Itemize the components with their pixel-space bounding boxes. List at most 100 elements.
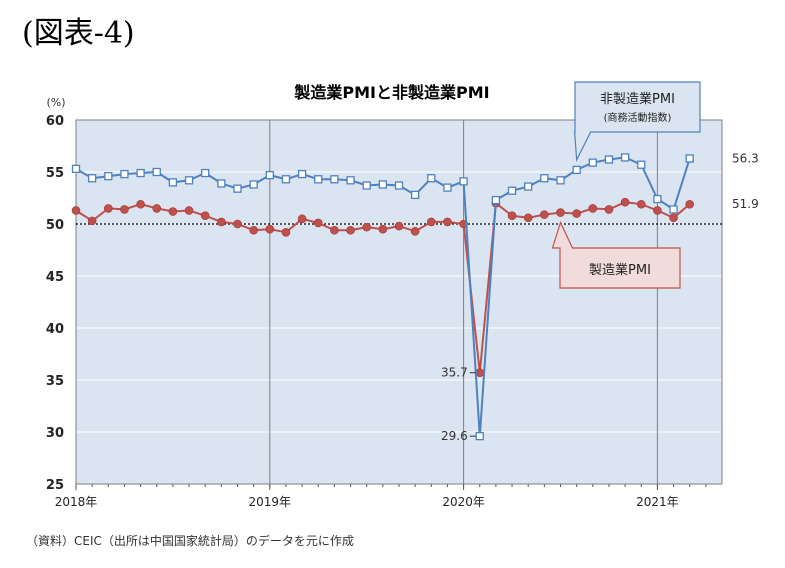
mfg-pmi-point bbox=[475, 368, 485, 378]
mfg-pmi-point bbox=[184, 206, 194, 215]
non-mfg-pmi-point bbox=[168, 178, 178, 187]
non-mfg-pmi-point bbox=[491, 195, 501, 205]
mfg-pmi-point bbox=[410, 226, 420, 236]
mfg-pmi-point bbox=[346, 225, 355, 235]
source-note: （資料）CEIC（出所は中国国家統計局）のデータを元に作成 bbox=[26, 534, 354, 548]
non-mfg-pmi-point bbox=[297, 169, 307, 179]
mfg-pmi-point bbox=[152, 204, 162, 213]
mfg-pmi-point bbox=[200, 211, 210, 220]
non-mfg-pmi-point bbox=[637, 160, 646, 169]
y-tick-label: 40 bbox=[46, 322, 64, 337]
non-mfg-pmi-point bbox=[540, 174, 549, 183]
non-mfg-pmi-point bbox=[475, 432, 484, 441]
non-mfg-pmi-point bbox=[136, 168, 145, 178]
callout-non-mfg bbox=[574, 81, 701, 163]
y-tick-label: 60 bbox=[46, 114, 64, 129]
mfg-pmi-point bbox=[523, 213, 533, 223]
non-mfg-pmi-point bbox=[669, 205, 678, 214]
y-tick-label: 45 bbox=[46, 270, 64, 285]
mfg-pmi-point bbox=[362, 222, 372, 232]
non-mfg-pmi-point bbox=[233, 184, 242, 193]
chart-title: 製造業PMIと非製造業PMI bbox=[293, 83, 489, 102]
mfg-pmi-point bbox=[71, 206, 81, 215]
non-mfg-pmi-point bbox=[620, 153, 630, 162]
mfg-pmi-point bbox=[669, 213, 678, 223]
non-mfg-pmi-point bbox=[217, 179, 226, 188]
non-mfg-pmi-point bbox=[443, 183, 452, 192]
mfg-pmi-point bbox=[588, 204, 598, 213]
non-mfg-pmi-point bbox=[685, 154, 694, 163]
data-label-mfg-min: 35.7 bbox=[441, 366, 468, 380]
non-mfg-pmi-point bbox=[572, 165, 581, 175]
data-label-mfg-last: 51.9 bbox=[732, 197, 759, 211]
mfg-pmi-point bbox=[604, 205, 614, 214]
legend-non-mfg-label: 非製造業PMI bbox=[600, 91, 675, 107]
mfg-pmi-point bbox=[233, 219, 242, 229]
non-mfg-pmi-point bbox=[427, 174, 436, 183]
data-label-non-mfg-min: 29.6 bbox=[441, 429, 468, 443]
non-mfg-pmi-point bbox=[314, 175, 323, 184]
mfg-pmi-point bbox=[507, 211, 517, 220]
mfg-pmi-point bbox=[394, 221, 404, 231]
mfg-pmi-point bbox=[556, 208, 565, 217]
callout-mfg bbox=[551, 220, 681, 289]
non-mfg-pmi-point bbox=[120, 169, 129, 179]
non-mfg-pmi-point bbox=[152, 167, 161, 177]
mfg-pmi-point bbox=[297, 214, 307, 224]
non-mfg-pmi-point bbox=[653, 194, 662, 204]
mfg-pmi-point bbox=[620, 197, 630, 207]
y-tick-label: 30 bbox=[46, 426, 64, 441]
y-axis-unit: (%) bbox=[46, 96, 65, 109]
y-tick-label: 50 bbox=[46, 218, 64, 233]
non-mfg-pmi-point bbox=[394, 181, 404, 190]
mfg-pmi-point bbox=[217, 217, 226, 227]
non-mfg-pmi-point bbox=[346, 176, 355, 185]
non-mfg-pmi-point bbox=[71, 164, 81, 174]
mfg-pmi-point bbox=[104, 204, 113, 213]
mfg-pmi-point bbox=[313, 218, 323, 228]
x-tick-label: 2020年 bbox=[442, 495, 485, 509]
non-mfg-pmi-point bbox=[104, 172, 113, 181]
non-mfg-pmi-point bbox=[249, 180, 258, 189]
mfg-pmi-point bbox=[636, 199, 646, 209]
plot-background bbox=[76, 120, 722, 484]
non-mfg-pmi-point bbox=[556, 176, 565, 185]
chart: 製造業PMIと非製造業PMI (%) 25 30 35 40 45 50 55 60 2018年… bbox=[46, 81, 759, 509]
y-tick-label: 25 bbox=[46, 478, 64, 493]
non-mfg-pmi-point bbox=[459, 177, 468, 186]
non-mfg-pmi-point bbox=[588, 158, 597, 167]
legend-non-mfg-sub: (商務活動指数) bbox=[604, 111, 672, 124]
x-tick-label: 2021年 bbox=[636, 495, 679, 509]
non-mfg-pmi-point bbox=[362, 181, 371, 190]
mfg-pmi-point bbox=[330, 225, 339, 235]
mfg-pmi-point bbox=[426, 217, 436, 227]
mfg-pmi-point bbox=[281, 228, 291, 237]
non-mfg-pmi-point bbox=[410, 190, 420, 200]
mfg-pmi-point bbox=[265, 224, 275, 234]
mfg-pmi-point bbox=[378, 224, 388, 234]
mfg-pmi-point bbox=[136, 199, 145, 209]
mfg-pmi-point bbox=[685, 199, 695, 209]
mfg-pmi-point bbox=[443, 217, 452, 227]
mfg-pmi-point bbox=[87, 216, 97, 226]
mfg-pmi-point bbox=[653, 206, 662, 215]
non-mfg-pmi-point bbox=[330, 175, 339, 184]
mfg-pmi-point bbox=[249, 225, 258, 235]
non-mfg-pmi-point bbox=[88, 174, 97, 183]
figure-label: (図表-4) bbox=[22, 16, 135, 51]
plot-area: 25 30 35 40 45 50 55 60 2018年 2019年 2020年 2021年 35.7… bbox=[46, 81, 759, 509]
plot-border bbox=[75, 119, 723, 485]
non-mfg-pmi-point bbox=[281, 175, 291, 184]
legend-mfg-label: 製造業PMI bbox=[589, 262, 651, 278]
x-tick-label: 2018年 bbox=[55, 495, 98, 509]
x-tick-label: 2019年 bbox=[249, 495, 292, 509]
y-tick-label: 35 bbox=[46, 374, 64, 389]
mfg-pmi-point bbox=[540, 210, 549, 219]
mfg-pmi-point bbox=[120, 205, 129, 214]
y-tick-label: 55 bbox=[46, 166, 64, 181]
data-label-non-mfg-last: 56.3 bbox=[732, 151, 759, 165]
non-mfg-pmi-point bbox=[265, 170, 274, 180]
non-mfg-pmi-point bbox=[378, 180, 388, 189]
mfg-pmi-point bbox=[168, 207, 178, 216]
mfg-pmi-point bbox=[572, 209, 581, 218]
